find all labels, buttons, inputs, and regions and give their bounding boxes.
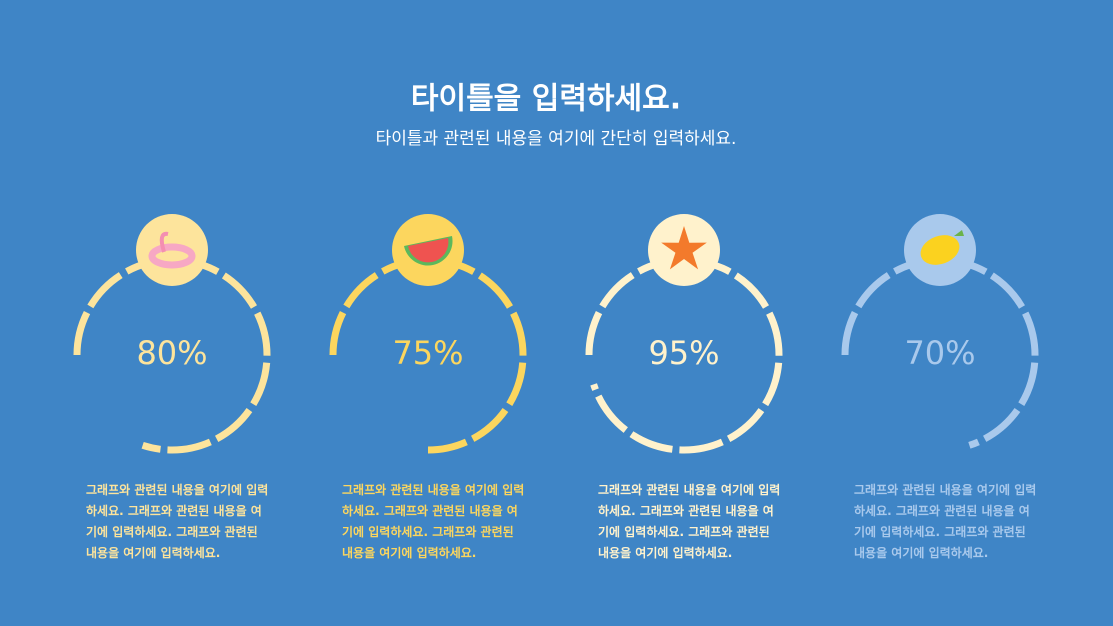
title: 타이틀을 입력하세요. <box>411 82 681 117</box>
icon-shape <box>954 230 964 236</box>
gauge: 95% <box>585 214 783 454</box>
percent-label: 95% <box>648 334 719 372</box>
description: 그래프와 관련된 내용을 여기에 입력하세요. 그래프와 관련된 내용을 여기에… <box>598 483 781 560</box>
icon-shape <box>159 231 169 253</box>
description: 그래프와 관련된 내용을 여기에 입력하세요. 그래프와 관련된 내용을 여기에… <box>854 483 1037 560</box>
gauge-arc <box>73 256 271 454</box>
gauge-arc <box>841 256 1039 449</box>
icon-shape <box>661 226 707 270</box>
gauge: 75% <box>329 214 527 454</box>
icon-shape <box>920 235 960 265</box>
percent-label: 70% <box>904 334 975 372</box>
gauge: 70% <box>841 214 1039 449</box>
percent-label: 80% <box>136 334 207 372</box>
subtitle: 타이틀과 관련된 내용을 여기에 간단히 입력하세요. <box>376 129 737 149</box>
icon-shape <box>148 243 196 269</box>
gauge-arc <box>329 256 527 454</box>
gauge-arc <box>585 256 783 454</box>
gauge: 80% <box>73 214 271 454</box>
description: 그래프와 관련된 내용을 여기에 입력하세요. 그래프와 관련된 내용을 여기에… <box>86 483 269 560</box>
percent-label: 75% <box>392 334 463 372</box>
description: 그래프와 관련된 내용을 여기에 입력하세요. 그래프와 관련된 내용을 여기에… <box>342 483 525 560</box>
icon-shape <box>408 238 449 263</box>
